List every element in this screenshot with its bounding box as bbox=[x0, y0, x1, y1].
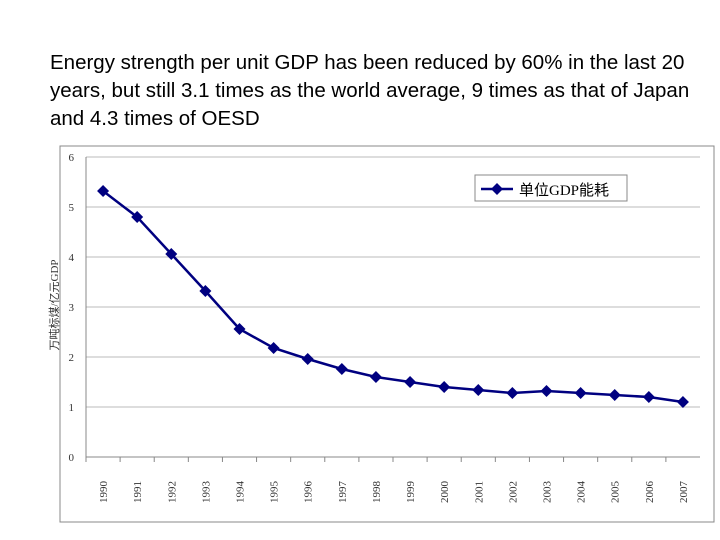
data-point bbox=[676, 396, 689, 408]
legend-marker bbox=[491, 183, 503, 195]
data-point bbox=[642, 391, 655, 403]
x-tick-label: 1992 bbox=[166, 481, 178, 503]
x-tick-label: 2002 bbox=[507, 481, 519, 503]
legend-label: 单位GDP能耗 bbox=[519, 182, 609, 199]
chart-frame bbox=[59, 145, 715, 523]
data-point bbox=[369, 371, 382, 383]
y-tick-label: 6 bbox=[69, 152, 75, 164]
data-point bbox=[97, 185, 110, 197]
x-tick-label: 1998 bbox=[371, 481, 383, 504]
x-tick-label: 1996 bbox=[303, 481, 315, 504]
x-tick-label: 1991 bbox=[132, 481, 144, 503]
data-point bbox=[506, 387, 519, 399]
data-point bbox=[438, 381, 451, 393]
x-tick-label: 2000 bbox=[439, 481, 451, 504]
y-tick-label: 2 bbox=[69, 352, 75, 364]
data-point bbox=[301, 353, 314, 365]
data-point bbox=[199, 285, 212, 297]
y-tick-label: 3 bbox=[69, 302, 75, 314]
x-tick-label: 2004 bbox=[576, 481, 588, 504]
y-tick-label: 1 bbox=[69, 402, 75, 414]
data-point bbox=[608, 389, 621, 401]
series-line bbox=[102, 190, 684, 404]
slide-title: Energy strength per unit GDP has been re… bbox=[50, 51, 690, 130]
data-point bbox=[165, 248, 178, 260]
x-tick-label: 2001 bbox=[473, 481, 485, 503]
x-tick-label: 1995 bbox=[269, 481, 281, 504]
y-tick-label: 0 bbox=[69, 452, 75, 464]
data-point bbox=[131, 211, 144, 223]
x-tick-label: 2005 bbox=[610, 481, 622, 504]
x-tick-label: 1997 bbox=[337, 481, 349, 504]
legend: 单位GDP能耗 bbox=[474, 174, 628, 202]
y-tick-label: 4 bbox=[69, 252, 75, 264]
data-point bbox=[472, 384, 485, 396]
x-tick-label: 1999 bbox=[405, 481, 417, 504]
x-tick-label: 1994 bbox=[235, 481, 247, 504]
x-tick-label: 2007 bbox=[678, 481, 690, 504]
data-point bbox=[540, 385, 553, 397]
x-tick-label: 1993 bbox=[200, 481, 212, 504]
x-tick-label: 2003 bbox=[542, 481, 554, 504]
x-tick-label: 2006 bbox=[644, 481, 656, 504]
x-tick-label: 1990 bbox=[98, 481, 110, 504]
data-point bbox=[404, 376, 417, 388]
data-point bbox=[335, 363, 348, 375]
y-axis-label: 万吨标煤/亿元GDP bbox=[47, 259, 61, 350]
data-point bbox=[233, 323, 246, 335]
y-tick-label: 5 bbox=[69, 202, 75, 214]
data-point bbox=[267, 342, 280, 354]
data-point bbox=[574, 387, 587, 399]
